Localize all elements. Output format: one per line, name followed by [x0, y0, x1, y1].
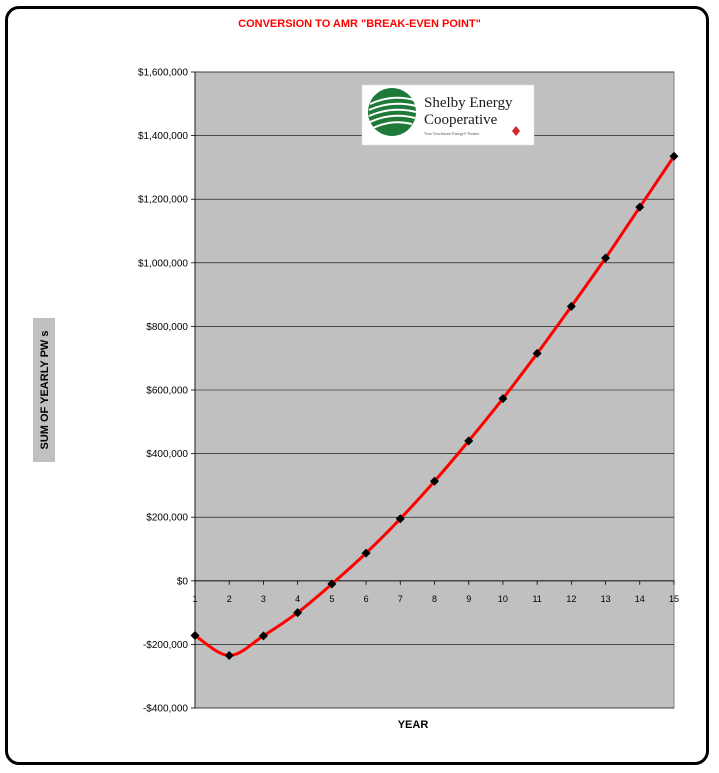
data-point	[430, 476, 439, 486]
y-axis-label: SUM OF YEARLY PW s	[39, 331, 51, 450]
y-tick-label: $400,000	[146, 449, 188, 460]
y-tick-label: $800,000	[146, 322, 188, 333]
x-tick-label: 7	[398, 594, 403, 604]
x-tick-label: 5	[329, 594, 334, 604]
y-tick-label: $0	[177, 576, 189, 587]
y-tick-label: -$400,000	[143, 704, 188, 715]
x-tick-label: 14	[635, 594, 645, 604]
data-point	[258, 631, 268, 641]
x-tick-label: 11	[532, 594, 541, 604]
x-tick-label: 12	[566, 594, 576, 604]
x-tick-label: 9	[466, 594, 471, 604]
x-tick-label: 10	[498, 594, 508, 604]
touchstone-icon	[512, 126, 520, 136]
y-tick-label: $1,600,000	[138, 68, 188, 79]
data-point	[327, 579, 337, 589]
data-point	[224, 651, 234, 661]
chart-title: CONVERSION TO AMR "BREAK-EVEN POINT"	[238, 18, 481, 30]
x-tick-label: 8	[432, 594, 437, 604]
data-point	[361, 548, 371, 558]
logo: Shelby Energy Cooperative Your Touchston…	[361, 84, 535, 146]
x-tick-label: 6	[364, 594, 369, 604]
data-point	[293, 608, 303, 618]
y-tick-label: $1,400,000	[138, 131, 188, 142]
x-tick-label: 13	[601, 594, 611, 604]
logo-name-line2: Cooperative	[424, 112, 498, 128]
logo-name-line1: Shelby Energy	[424, 95, 513, 111]
x-tick-label: 4	[295, 594, 300, 604]
x-axis-label: YEAR	[398, 719, 429, 731]
data-point	[635, 202, 645, 212]
y-tick-label: -$200,000	[143, 640, 188, 651]
y-tick-label: $1,000,000	[138, 258, 188, 269]
x-tick-label: 15	[669, 594, 679, 604]
data-point	[395, 514, 405, 524]
y-tick-label: $200,000	[146, 513, 188, 524]
logo-tagline: Your Touchstone Energy® Partner	[424, 131, 480, 136]
data-point	[669, 151, 679, 161]
data-point	[566, 301, 576, 311]
data-point	[498, 394, 508, 404]
data-point	[464, 436, 474, 446]
data-point	[601, 253, 611, 263]
y-tick-label: $1,200,000	[138, 195, 188, 206]
x-tick-label: 3	[261, 594, 266, 604]
x-tick-label: 2	[227, 594, 232, 604]
data-point	[190, 630, 200, 640]
data-point	[532, 348, 542, 358]
x-tick-label: 1	[192, 594, 197, 604]
y-tick-label: $600,000	[146, 386, 188, 397]
